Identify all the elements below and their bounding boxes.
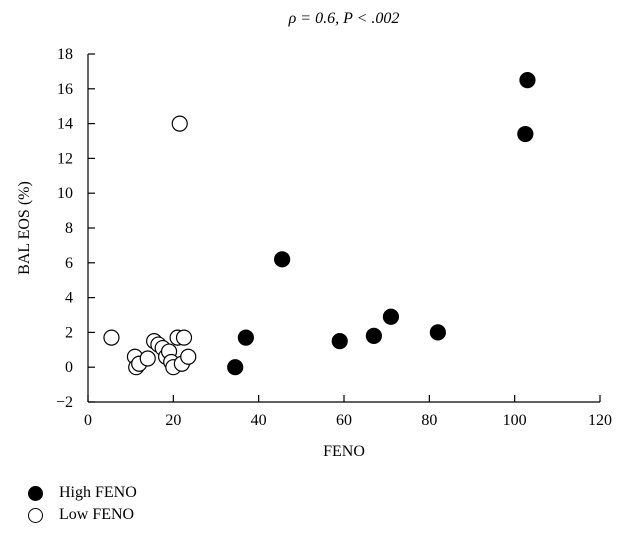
high-feno-point [237, 329, 254, 346]
legend-label: High FENO [59, 484, 137, 501]
y-axis-label: BAL EOS (%) [16, 181, 33, 275]
y-tick-label: 14 [57, 116, 73, 133]
high-feno-point [227, 359, 244, 376]
high-feno-point [429, 324, 446, 341]
x-tick-label: 100 [503, 412, 527, 429]
low-feno-point [139, 350, 156, 367]
y-tick-label: 6 [65, 255, 73, 272]
low-feno-point [171, 115, 188, 132]
y-tick-label: 16 [57, 81, 73, 98]
y-tick-label: 4 [65, 290, 73, 307]
scatter-chart: ρ = 0.6, P < .002 −2 0 2 4 6 8 10 12 14 16 18 0 20 40… [16, 10, 612, 460]
high-feno-point [365, 327, 382, 344]
x-tick-label: 40 [251, 412, 267, 429]
y-tick-label: 0 [65, 359, 73, 376]
chart-title: ρ = 0.6, P < .002 [288, 10, 400, 27]
legend-label: Low FENO [59, 506, 135, 523]
x-tick-label: 0 [84, 412, 92, 429]
y-tick-label: −2 [56, 394, 73, 411]
legend-item-high-feno: High FENO [28, 482, 137, 504]
data-points [103, 71, 536, 376]
high-feno-point [517, 125, 534, 143]
high-feno-point [382, 308, 400, 325]
low-feno-point [175, 329, 193, 346]
x-axis-label: FENO [323, 443, 365, 460]
x-tick-label: 120 [588, 412, 612, 429]
low-feno-point [180, 348, 197, 365]
high-feno-point [274, 251, 291, 268]
y-tick-label: 2 [65, 324, 73, 341]
legend: High FENO Low FENO [28, 482, 137, 526]
open-circle-icon [28, 507, 43, 523]
high-feno-point [519, 71, 536, 89]
legend-item-low-feno: Low FENO [28, 504, 137, 526]
axes: −2 0 2 4 6 8 10 12 14 16 18 0 20 40 60 80 100 120 [56, 46, 612, 429]
filled-circle-icon [28, 485, 43, 501]
y-tick-label: 10 [57, 185, 73, 202]
x-tick-label: 80 [421, 412, 437, 429]
y-tick-label: 18 [57, 46, 73, 63]
y-tick-label: 12 [57, 150, 73, 167]
x-tick-label: 20 [165, 412, 181, 429]
low-feno-point [103, 329, 120, 346]
x-tick-label: 60 [336, 412, 352, 429]
y-tick-label: 8 [65, 220, 73, 237]
high-feno-point [331, 333, 348, 350]
